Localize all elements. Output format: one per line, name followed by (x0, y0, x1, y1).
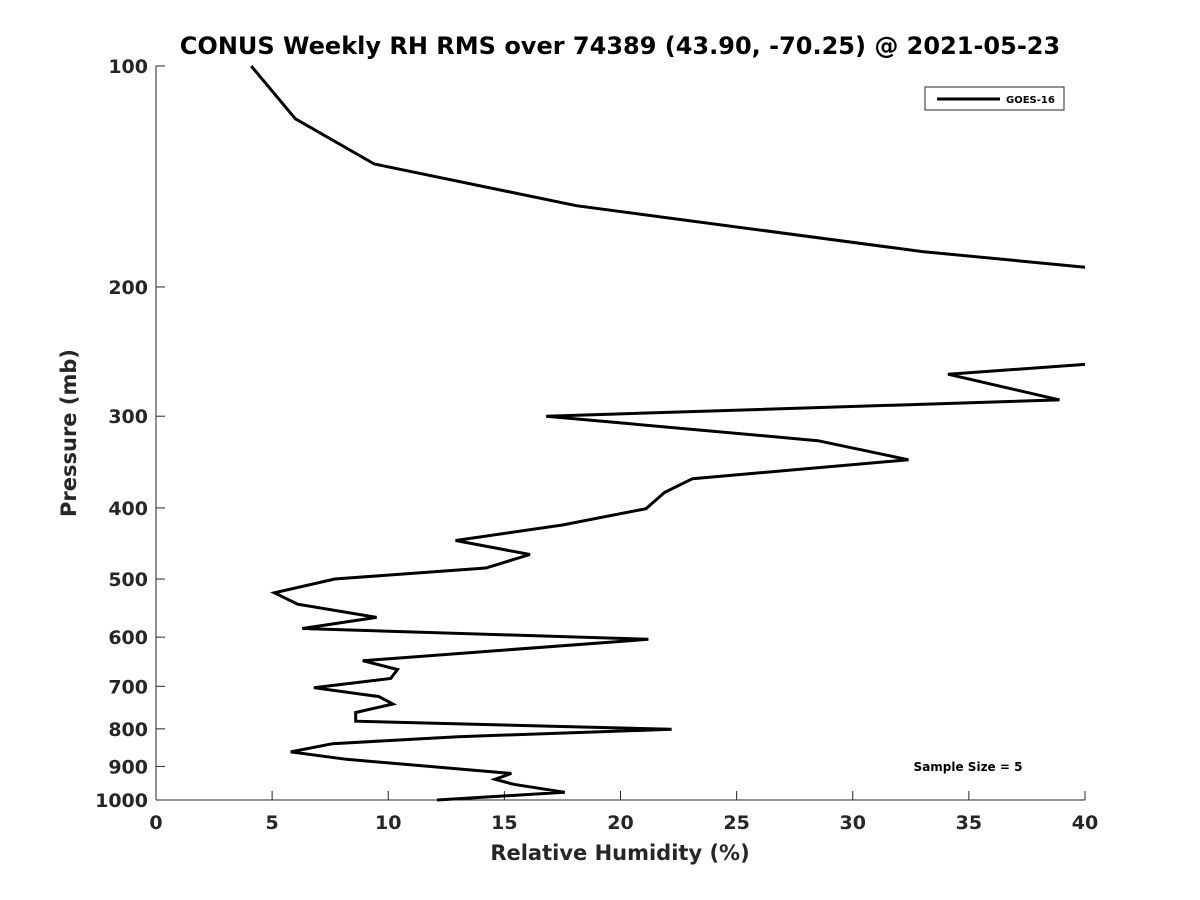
y-tick-label: 100 (108, 56, 148, 78)
y-axis-label: Pressure (mb) (57, 349, 81, 517)
y-tick-label: 800 (108, 719, 148, 741)
x-tick-label: 20 (607, 812, 633, 834)
y-tick-label: 700 (108, 676, 148, 698)
sample-size-annotation: Sample Size = 5 (914, 760, 1023, 774)
plot-area (250, 65, 1086, 802)
axes: 0 5 10 15 20 25 30 35 40 100 200 300 400 500 600 700 800… (95, 56, 1098, 834)
y-tick-label: 200 (108, 277, 148, 299)
x-tick-label: 10 (375, 812, 401, 834)
x-tick-label: 0 (149, 812, 162, 834)
x-tick-label: 25 (723, 812, 749, 834)
y-tick-label: 300 (108, 406, 148, 428)
chart-title: CONUS Weekly RH RMS over 74389 (43.90, -… (180, 32, 1060, 60)
x-tick-label: 15 (491, 812, 517, 834)
x-tick-label: 35 (956, 812, 982, 834)
legend: GOES-16 (924, 86, 1065, 111)
y-tick-label: 900 (108, 756, 148, 778)
series-line-goes-16 (250, 65, 1086, 802)
x-axis-label: Relative Humidity (%) (490, 841, 749, 865)
x-tick-label: 30 (840, 812, 866, 834)
y-tick-label: 1000 (95, 790, 148, 812)
y-tick-label: 600 (108, 627, 148, 649)
legend-entry-goes-16: GOES-16 (1006, 95, 1055, 106)
y-tick-label: 500 (108, 569, 148, 591)
y-tick-label: 400 (108, 498, 148, 520)
x-tick-label: 40 (1072, 812, 1098, 834)
x-tick-label: 5 (266, 812, 279, 834)
